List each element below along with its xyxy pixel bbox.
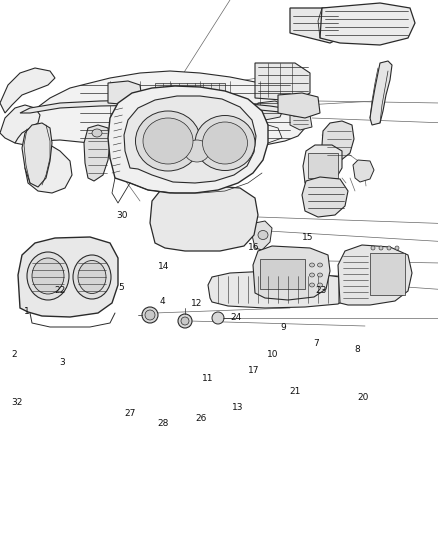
Ellipse shape	[143, 118, 193, 164]
Text: 24: 24	[230, 313, 241, 321]
Polygon shape	[18, 237, 118, 317]
Polygon shape	[290, 8, 340, 43]
Polygon shape	[253, 246, 330, 300]
Text: 30: 30	[116, 212, 127, 220]
Polygon shape	[370, 61, 392, 125]
Text: 20: 20	[357, 393, 368, 401]
Text: 8: 8	[355, 345, 360, 353]
Polygon shape	[20, 100, 290, 113]
Text: 3: 3	[59, 358, 65, 367]
Text: 9: 9	[280, 324, 286, 332]
Ellipse shape	[310, 273, 314, 277]
Text: 4: 4	[160, 297, 166, 305]
Ellipse shape	[318, 263, 322, 267]
Ellipse shape	[202, 122, 247, 164]
Ellipse shape	[310, 263, 314, 267]
Text: 5: 5	[118, 284, 124, 292]
Ellipse shape	[119, 114, 141, 132]
Polygon shape	[108, 86, 268, 193]
Text: 23: 23	[315, 286, 327, 295]
Polygon shape	[150, 185, 258, 251]
Ellipse shape	[92, 129, 102, 137]
Ellipse shape	[145, 310, 155, 320]
Polygon shape	[255, 63, 310, 101]
Polygon shape	[320, 3, 415, 45]
Polygon shape	[338, 245, 412, 305]
Ellipse shape	[371, 246, 375, 250]
Polygon shape	[303, 145, 342, 186]
Polygon shape	[200, 105, 235, 123]
Text: 1: 1	[24, 308, 30, 316]
Text: 2: 2	[11, 350, 17, 359]
Polygon shape	[278, 93, 320, 118]
Ellipse shape	[387, 246, 391, 250]
Text: 26: 26	[195, 414, 206, 423]
Text: 10: 10	[267, 350, 279, 359]
Ellipse shape	[142, 307, 158, 323]
Ellipse shape	[113, 109, 148, 137]
Ellipse shape	[318, 273, 322, 277]
Polygon shape	[290, 113, 312, 130]
Text: 22: 22	[55, 286, 66, 295]
Text: 13: 13	[232, 403, 244, 412]
Text: 16: 16	[247, 244, 259, 252]
Ellipse shape	[135, 111, 201, 171]
Ellipse shape	[212, 312, 224, 324]
Bar	[370, 253, 405, 295]
Polygon shape	[302, 177, 348, 217]
Polygon shape	[108, 81, 142, 105]
Text: 11: 11	[201, 374, 213, 383]
Text: 17: 17	[247, 366, 259, 375]
Ellipse shape	[395, 246, 399, 250]
Polygon shape	[155, 83, 225, 118]
Ellipse shape	[318, 283, 322, 287]
Polygon shape	[22, 123, 52, 187]
Ellipse shape	[27, 252, 69, 300]
Ellipse shape	[184, 140, 209, 162]
Text: 27: 27	[125, 409, 136, 417]
Polygon shape	[322, 121, 354, 161]
Ellipse shape	[32, 258, 64, 294]
Ellipse shape	[310, 283, 314, 287]
Polygon shape	[208, 271, 352, 308]
Text: 32: 32	[11, 398, 22, 407]
Polygon shape	[0, 68, 55, 113]
Polygon shape	[0, 105, 40, 143]
Ellipse shape	[258, 230, 268, 239]
Polygon shape	[25, 141, 72, 193]
Text: 12: 12	[191, 300, 202, 308]
Bar	[260, 259, 305, 289]
Polygon shape	[15, 71, 308, 149]
Ellipse shape	[195, 116, 255, 171]
Ellipse shape	[78, 261, 106, 294]
Polygon shape	[255, 101, 285, 120]
Ellipse shape	[73, 255, 111, 299]
Text: 14: 14	[158, 262, 169, 271]
Text: 21: 21	[289, 387, 300, 396]
Text: 15: 15	[302, 233, 314, 241]
Ellipse shape	[178, 314, 192, 328]
Bar	[308, 153, 338, 178]
Ellipse shape	[181, 317, 189, 325]
Polygon shape	[353, 160, 374, 182]
Polygon shape	[252, 221, 272, 250]
Polygon shape	[124, 96, 256, 183]
Polygon shape	[84, 125, 110, 181]
Ellipse shape	[379, 246, 383, 250]
Polygon shape	[160, 189, 244, 247]
Text: 28: 28	[158, 419, 169, 428]
Text: 7: 7	[313, 340, 319, 348]
